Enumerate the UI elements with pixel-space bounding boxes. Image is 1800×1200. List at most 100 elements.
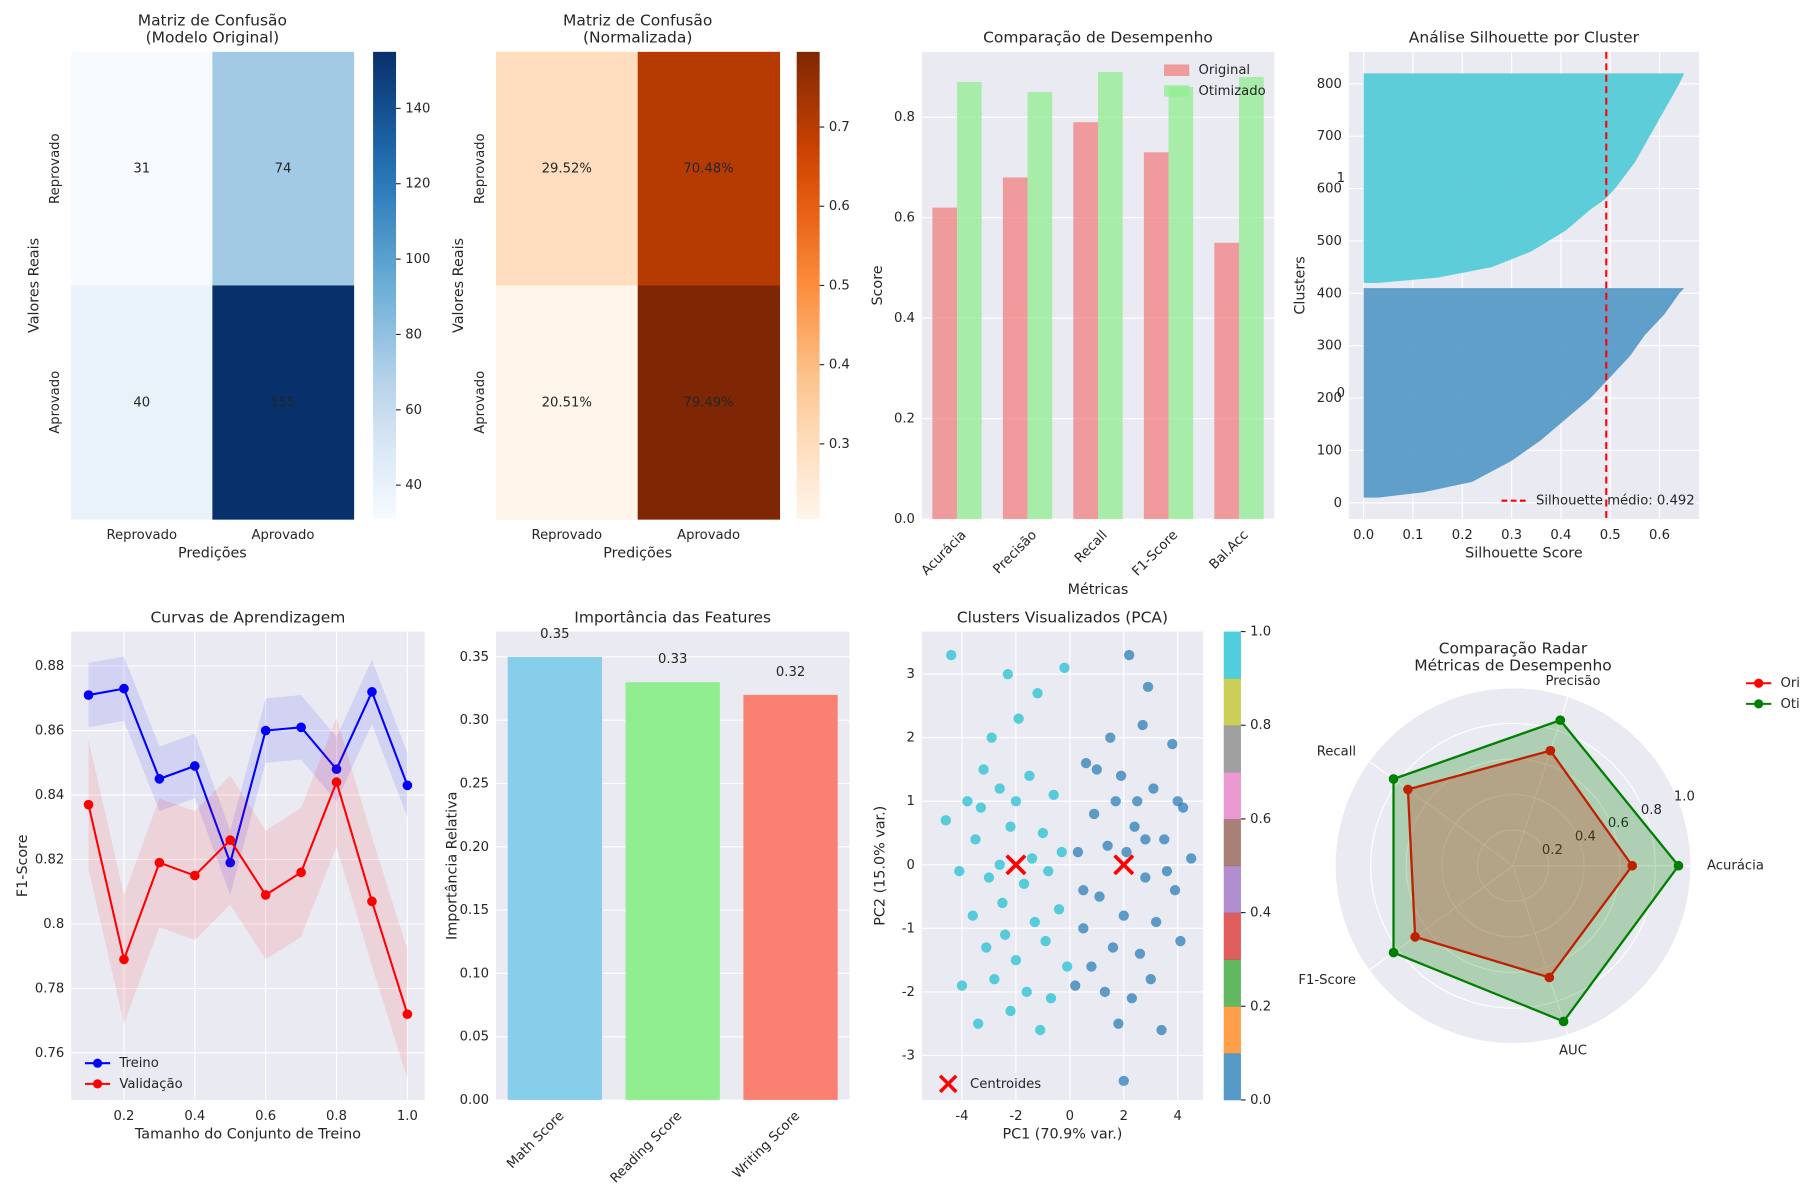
point <box>1186 853 1197 864</box>
x-tick-label: Acurácia <box>918 527 970 579</box>
point <box>1124 649 1135 661</box>
point <box>1129 821 1140 832</box>
colorbar-tick-label: 0.4 <box>829 358 850 373</box>
std-band <box>88 656 408 895</box>
value-label: 0.33 <box>658 652 687 667</box>
point <box>260 725 271 736</box>
cell-label: 70.48% <box>683 162 733 177</box>
y-axis-label: Score <box>870 265 886 305</box>
point <box>1013 713 1024 724</box>
heatmap-cell <box>637 285 781 520</box>
plot-area <box>921 631 1204 1100</box>
chart-title: Comparação Radar <box>1439 639 1588 657</box>
point <box>1115 770 1127 781</box>
x-axis-label: Silhouette Score <box>1465 546 1583 562</box>
point <box>1161 865 1173 877</box>
y-tick-label: 0.0 <box>894 512 915 527</box>
colorbar-segment <box>1223 865 1241 913</box>
x-tick-label: Writing Score <box>730 1109 803 1182</box>
y-axis-label: PC2 (15.0% var.) <box>872 806 888 926</box>
x-tick-label: 1.0 <box>397 1109 418 1124</box>
heatmap-cell <box>212 51 355 287</box>
y-tick-label: 0.88 <box>35 659 64 674</box>
colorbar-tick-label: 0.8 <box>1250 718 1271 733</box>
point <box>296 722 306 733</box>
y-tick-label: 800 <box>1317 77 1342 92</box>
point <box>1137 719 1148 731</box>
x-tick-label: 0.4 <box>1550 528 1571 543</box>
line <box>87 778 409 1015</box>
point <box>946 649 957 661</box>
point <box>1010 796 1022 807</box>
legend-label: Silhouette médio: 0.492 <box>1536 493 1695 509</box>
colorbar-segment <box>1223 912 1241 960</box>
y-tick-label: 0.20 <box>460 840 489 855</box>
y-tick-label: 0.30 <box>460 713 489 728</box>
x-tick-label: Precisão <box>991 528 1040 577</box>
point <box>1148 783 1159 794</box>
legend-label: Original <box>1198 63 1250 78</box>
spoke <box>1512 865 1569 1036</box>
colorbar-segment <box>1223 631 1241 679</box>
point <box>1018 878 1030 890</box>
point <box>1107 942 1119 953</box>
point <box>981 942 992 953</box>
x-axis-label: Tamanho do Conjunto de Treino <box>134 1126 361 1142</box>
point <box>1072 846 1084 858</box>
x-tick-label: Aprovado <box>252 528 315 543</box>
r-tick-label: 0.6 <box>1608 816 1629 831</box>
point <box>1070 980 1081 991</box>
colorbar-tick-label: 120 <box>405 177 430 192</box>
point <box>975 802 987 813</box>
point <box>1094 891 1105 902</box>
colorbar-segment <box>1223 959 1241 1007</box>
y-tick-label: 0.10 <box>460 966 489 981</box>
silhouette-area <box>1363 73 1685 283</box>
point <box>940 815 951 826</box>
point <box>978 764 989 775</box>
value-label: 0.32 <box>776 665 805 680</box>
bar <box>1098 71 1123 520</box>
y-tick-label: 100 <box>1317 443 1342 458</box>
bar <box>1027 92 1053 520</box>
point <box>1121 846 1132 858</box>
value-label: 0.35 <box>540 627 569 642</box>
colorbar-tick-label: 0.0 <box>1250 1093 1271 1108</box>
point <box>1029 916 1040 928</box>
chart-title: Clusters Visualizados (PCA) <box>957 608 1168 626</box>
y-tick-label: 0.8 <box>43 917 64 932</box>
y-tick-label: 0.86 <box>35 724 64 739</box>
r-tick-label: 0.4 <box>1575 830 1596 845</box>
y-tick-label: 0.76 <box>35 1046 64 1061</box>
category-label: F1-Score <box>1298 973 1356 988</box>
point <box>331 777 342 787</box>
heatmap-cell <box>637 51 781 287</box>
chart-subtitle: (Modelo Original) <box>146 29 280 47</box>
y-tick-label: -2 <box>902 985 915 1000</box>
point <box>260 890 271 900</box>
legend-swatch <box>1164 64 1190 76</box>
point <box>1555 715 1566 726</box>
point <box>986 732 997 743</box>
bar <box>1143 152 1169 520</box>
legend-label: Validação <box>119 1077 182 1092</box>
y-tick-label: -3 <box>902 1048 915 1063</box>
point <box>1132 796 1143 807</box>
point <box>1140 834 1151 845</box>
x-tick-label: -2 <box>1009 1109 1022 1124</box>
legend-marker <box>1754 678 1764 688</box>
colorbar-tick-label: 0.3 <box>829 437 850 452</box>
point <box>154 774 165 784</box>
category-label: Precisão <box>1546 674 1601 689</box>
x-tick-label: Reading Score <box>608 1109 686 1187</box>
y-tick-label: 600 <box>1317 182 1342 197</box>
y-tick-label: Aprovado <box>48 371 63 434</box>
point <box>119 954 129 965</box>
heatmap-cell <box>212 285 355 520</box>
y-tick-label: 1 <box>907 794 915 809</box>
point <box>1056 846 1067 858</box>
point <box>83 799 94 810</box>
y-tick-label: 0.05 <box>460 1030 489 1045</box>
x-axis-label: Métricas <box>1068 582 1129 598</box>
point <box>1545 745 1556 756</box>
